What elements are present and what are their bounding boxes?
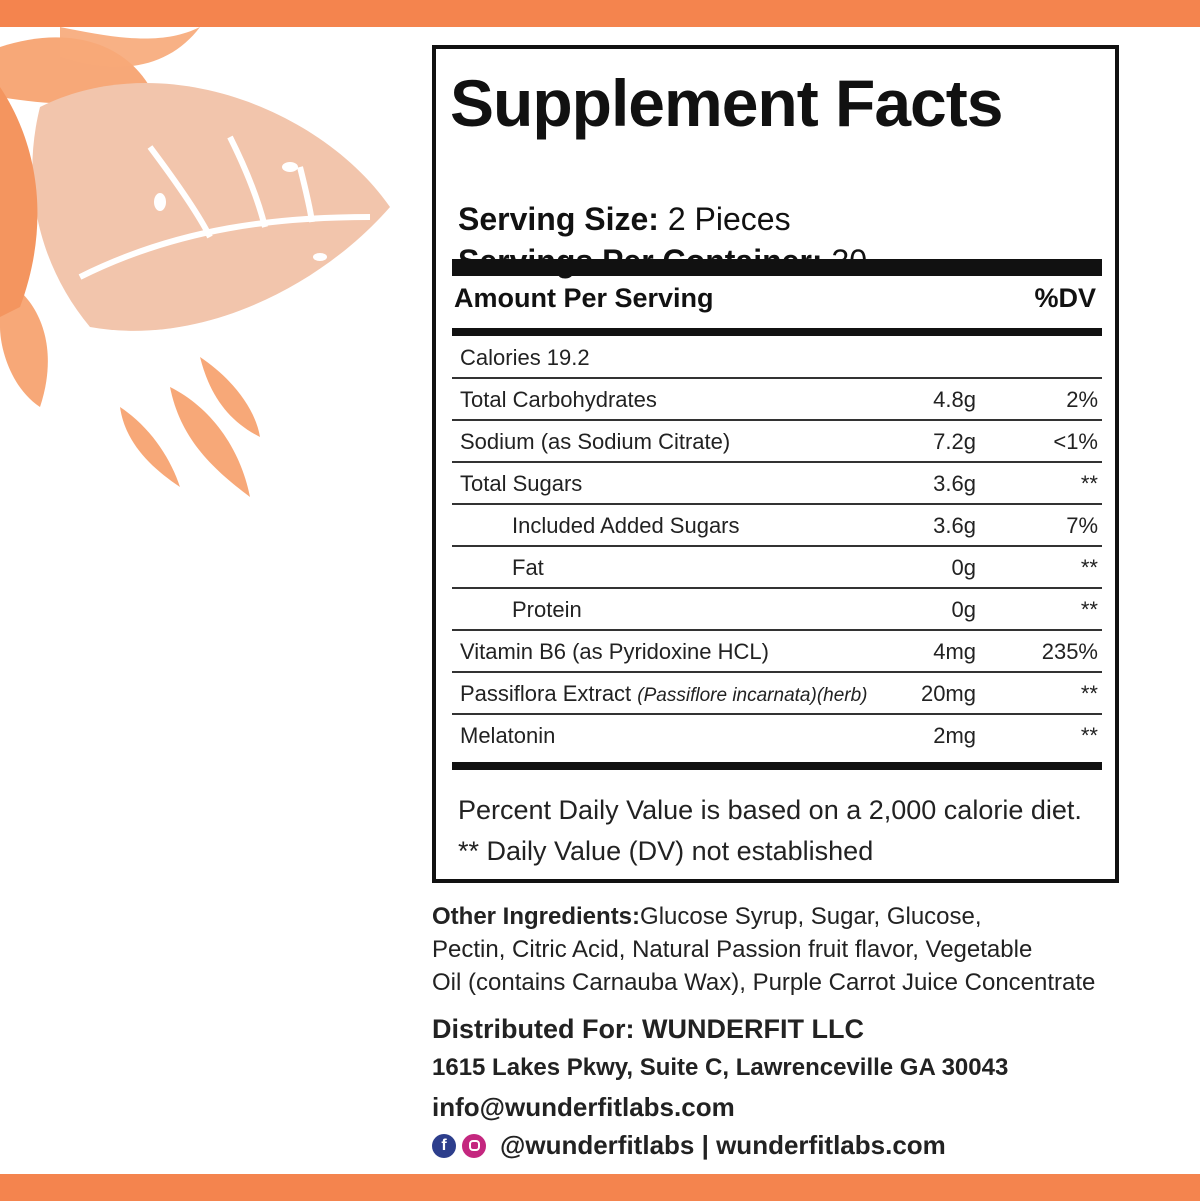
distributor-email: info@wunderfitlabs.com xyxy=(432,1092,735,1122)
social-links: f @wunderfitlabs | wunderfitlabs.com xyxy=(432,1130,946,1161)
table-row: Included Added Sugars 3.6g 7% xyxy=(452,505,1102,547)
nutrient-name: Melatonin xyxy=(460,723,556,748)
nutrient-botanical-name: (Passiflore incarnata)(herb) xyxy=(637,685,868,706)
nutrient-amount: 3.6g xyxy=(933,471,976,496)
nutrient-amount: 0g xyxy=(951,555,976,580)
nutrient-name: Sodium (as Sodium Citrate) xyxy=(460,429,731,454)
social-handle-and-website: @wunderfitlabs | wunderfitlabs.com xyxy=(500,1130,946,1160)
nutrient-name: Protein xyxy=(512,597,582,622)
table-row: Sodium (as Sodium Citrate) 7.2g <1% xyxy=(452,421,1102,463)
ingredients-text: Glucose Syrup, Sugar, Glucose, xyxy=(640,903,982,930)
supplement-facts-panel: Supplement Facts Serving Size: 2 Pieces … xyxy=(432,45,1119,883)
nutrient-name: Fat xyxy=(512,555,544,580)
thick-divider xyxy=(452,259,1102,276)
table-row: Total Carbohydrates 4.8g 2% xyxy=(452,379,1102,421)
amount-per-serving-header: Amount Per Serving %DV xyxy=(454,283,1096,314)
nutrient-amount: 7.2g xyxy=(933,429,976,454)
table-row: Total Sugars 3.6g ** xyxy=(452,463,1102,505)
daily-value-footnote: Percent Daily Value is based on a 2,000 … xyxy=(458,795,1082,825)
table-row: Vitamin B6 (as Pyridoxine HCL) 4mg 235% xyxy=(452,631,1102,673)
amount-per-serving-label: Amount Per Serving xyxy=(454,283,714,313)
nutrient-name: Passiflora Extract xyxy=(460,681,632,706)
nutrient-amount: 20mg xyxy=(920,681,976,706)
facebook-icon: f xyxy=(432,1133,456,1158)
tropical-leaves-decoration xyxy=(0,27,390,497)
calories-row: Calories 19.2 xyxy=(452,337,1102,379)
nutrient-dv: 235% xyxy=(1041,639,1098,664)
nutrient-amount: 2mg xyxy=(933,723,976,748)
bottom-divider xyxy=(452,762,1102,770)
nutrient-dv: 2% xyxy=(1066,387,1098,412)
serving-size-value: 2 Pieces xyxy=(667,201,791,237)
table-row: Protein 0g ** xyxy=(452,589,1102,631)
serving-size: Serving Size: 2 Pieces xyxy=(458,201,791,238)
table-row: Fat 0g ** xyxy=(452,547,1102,589)
nutrient-name: Total Sugars xyxy=(460,471,583,496)
top-accent-band xyxy=(0,0,1200,27)
dv-not-established-footnote: ** Daily Value (DV) not established xyxy=(458,836,874,866)
nutrient-amount: 0g xyxy=(951,597,976,622)
nutrient-name: Total Carbohydrates xyxy=(460,387,657,412)
ingredients-label: Other Ingredients: xyxy=(432,903,641,930)
calories-label: Calories 19.2 xyxy=(460,345,590,370)
nutrient-name: Included Added Sugars xyxy=(512,513,740,538)
medium-divider xyxy=(452,328,1102,336)
distributor-address: 1615 Lakes Pkwy, Suite C, Lawrenceville … xyxy=(432,1054,1009,1081)
nutrient-dv: ** xyxy=(1080,555,1098,580)
nutrient-dv: <1% xyxy=(1053,429,1098,454)
ingredients-line: Pectin, Citric Acid, Natural Passion fru… xyxy=(432,936,1033,963)
nutrient-dv: ** xyxy=(1080,597,1098,622)
nutrient-name: Vitamin B6 (as Pyridoxine HCL) xyxy=(460,639,769,664)
nutrient-name-group: Passiflora Extract (Passiflore incarnata… xyxy=(460,681,868,707)
table-row: Melatonin 2mg ** xyxy=(452,715,1102,757)
nutrient-amount: 4.8g xyxy=(933,387,976,412)
nutrient-amount: 3.6g xyxy=(933,513,976,538)
table-row: Passiflora Extract (Passiflore incarnata… xyxy=(452,673,1102,715)
nutrient-dv: 7% xyxy=(1066,513,1098,538)
distributor-label: Distributed For: WUNDERFIT LLC xyxy=(432,1014,864,1044)
bottom-accent-band xyxy=(0,1174,1200,1201)
nutrient-dv: ** xyxy=(1080,471,1098,496)
serving-size-label: Serving Size: xyxy=(458,201,659,237)
other-ingredients: Other Ingredients:Glucose Syrup, Sugar, … xyxy=(432,900,1132,999)
instagram-icon xyxy=(462,1133,486,1158)
nutrient-dv: ** xyxy=(1080,681,1098,706)
ingredients-line: Oil (contains Carnauba Wax), Purple Carr… xyxy=(432,969,1096,996)
dv-header: %DV xyxy=(1034,283,1096,313)
nutrient-amount: 4mg xyxy=(933,639,976,664)
ingredients-line: Other Ingredients:Glucose Syrup, Sugar, … xyxy=(432,900,1132,933)
facts-title: Supplement Facts xyxy=(450,66,1003,140)
nutrient-dv: ** xyxy=(1080,723,1098,748)
